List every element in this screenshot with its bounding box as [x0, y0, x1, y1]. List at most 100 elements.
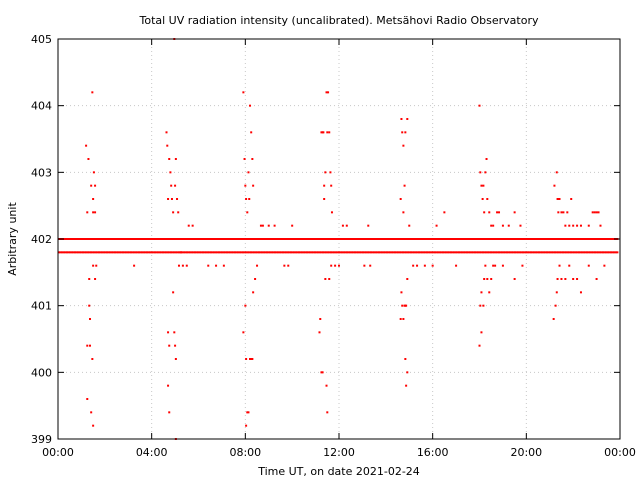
data-point [176, 238, 179, 240]
data-point [126, 251, 129, 254]
data-point [167, 198, 170, 200]
data-point [66, 251, 68, 254]
data-point [493, 238, 496, 240]
data-point [442, 238, 444, 240]
data-point [139, 251, 142, 254]
data-point [406, 238, 409, 240]
data-point [360, 238, 363, 240]
data-point [434, 251, 436, 254]
data-point [443, 238, 446, 240]
data-point [250, 238, 252, 240]
data-point [181, 238, 184, 240]
data-point [560, 211, 563, 214]
data-point [92, 171, 95, 174]
data-point [330, 184, 333, 187]
data-point [571, 238, 574, 240]
data-point [208, 251, 211, 254]
data-point [184, 251, 187, 254]
data-point [177, 264, 180, 267]
data-point [501, 224, 504, 227]
data-point [176, 198, 179, 200]
data-point [331, 251, 334, 254]
data-point [187, 238, 190, 240]
data-point [158, 238, 161, 240]
data-point [323, 251, 326, 254]
data-point [264, 251, 267, 254]
data-point [328, 251, 331, 254]
data-point [366, 251, 369, 254]
data-point [317, 238, 320, 240]
data-point [94, 184, 97, 187]
data-point [427, 251, 430, 254]
data-point [355, 238, 358, 240]
data-point [197, 238, 200, 240]
data-point [210, 238, 212, 240]
data-point [438, 238, 441, 240]
data-point [235, 251, 238, 254]
data-point [399, 198, 402, 200]
data-point [462, 238, 465, 240]
data-point [158, 251, 161, 254]
data-point [520, 251, 523, 254]
data-point [402, 318, 405, 320]
data-point [599, 224, 602, 227]
data-point [218, 238, 220, 240]
data-point [91, 238, 94, 240]
data-point [152, 238, 155, 240]
data-point [133, 251, 136, 254]
data-point [571, 251, 574, 254]
data-point [118, 251, 121, 254]
data-point [379, 238, 382, 240]
data-point [400, 291, 403, 294]
data-point [446, 251, 449, 254]
data-point [149, 238, 152, 240]
data-point [523, 251, 526, 254]
data-point [453, 251, 456, 254]
data-point [605, 238, 608, 240]
data-point [563, 238, 566, 240]
data-point [400, 251, 403, 254]
data-point [429, 251, 432, 254]
data-point [515, 251, 518, 254]
data-point [570, 198, 573, 200]
data-point [83, 251, 86, 254]
data-point [466, 251, 468, 254]
data-point [198, 238, 201, 240]
data-point [77, 251, 80, 254]
data-point [296, 251, 299, 254]
data-point [176, 251, 179, 254]
data-point [486, 251, 489, 254]
data-point [595, 238, 598, 240]
data-point [541, 238, 544, 240]
data-point [600, 238, 603, 240]
data-point [462, 251, 465, 254]
data-point [66, 238, 68, 240]
data-point [82, 251, 84, 254]
data-point [190, 238, 193, 240]
data-point [395, 251, 398, 254]
data-point [216, 251, 219, 254]
data-point [477, 238, 480, 240]
data-point [326, 131, 329, 134]
x-axis-label: Time UT, on date 2021-02-24 [257, 465, 420, 478]
data-point [306, 251, 308, 254]
data-point [530, 238, 532, 240]
data-point [528, 251, 531, 254]
data-point [331, 238, 334, 240]
data-point [347, 251, 350, 254]
data-point [291, 238, 294, 240]
data-point [181, 251, 184, 254]
data-point [480, 238, 483, 240]
data-point [210, 251, 212, 254]
axis-ticks: 00:00 04:00 08:00 12:00 16:00 20:00 00:0039940… [31, 33, 636, 459]
data-point [245, 251, 248, 254]
data-point [272, 238, 275, 240]
data-point [102, 238, 105, 240]
data-point [539, 238, 542, 240]
data-point [133, 264, 136, 267]
data-point [282, 251, 284, 254]
data-point [277, 238, 280, 240]
data-point [206, 238, 209, 240]
y-axis-label: Arbitrary unit [6, 202, 19, 276]
data-point [404, 358, 407, 360]
